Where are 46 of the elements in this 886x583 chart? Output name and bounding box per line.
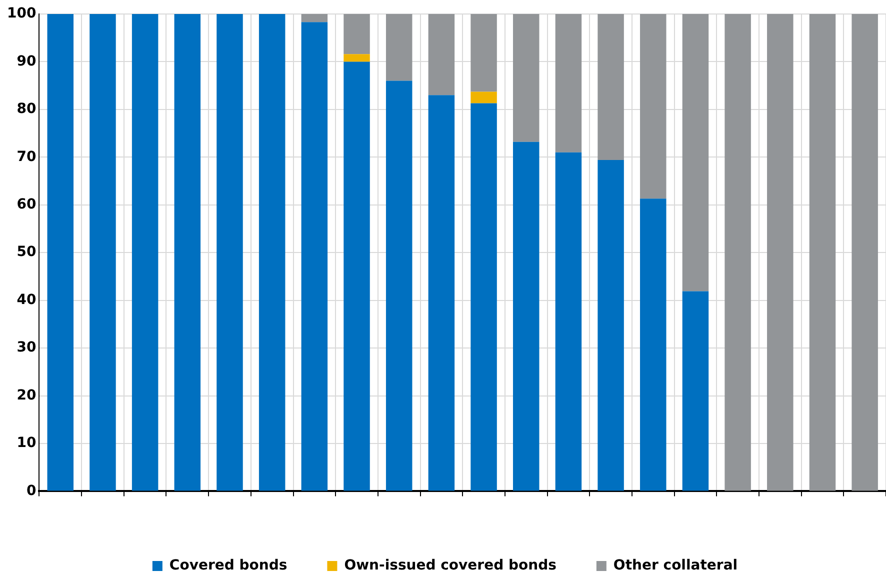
bar (344, 62, 370, 491)
bar (174, 14, 201, 491)
bar (470, 103, 497, 491)
legend-label: Other collateral (613, 558, 738, 574)
bar (512, 142, 540, 491)
bar (344, 54, 370, 62)
bar (216, 14, 243, 491)
legend-label: Covered bonds (169, 558, 288, 574)
bar (301, 22, 328, 491)
bar (470, 14, 497, 92)
y-tick-label: 100 (6, 6, 36, 22)
bar (301, 14, 328, 22)
bar (640, 14, 666, 199)
y-tick-label: 60 (16, 196, 36, 213)
bar (555, 14, 582, 152)
bar (428, 14, 455, 96)
bar (724, 14, 751, 491)
bar (344, 14, 370, 54)
bar (428, 95, 455, 491)
bar (682, 14, 709, 292)
y-tick-label: 40 (16, 292, 36, 308)
bar (809, 14, 836, 491)
bar (682, 291, 709, 491)
y-tick-label: 50 (16, 244, 36, 260)
bar (47, 14, 74, 491)
bar (852, 14, 878, 491)
y-tick-label: 30 (16, 340, 36, 356)
bar (470, 92, 497, 104)
bar (386, 14, 412, 81)
y-tick-label: 10 (16, 435, 36, 452)
bar (90, 14, 116, 491)
y-tick-label: 90 (16, 53, 36, 70)
bar (598, 160, 624, 491)
bar (386, 80, 412, 491)
y-tick-label: 80 (16, 101, 36, 118)
bar (258, 14, 286, 491)
y-tick-label: 20 (16, 387, 36, 404)
y-tick-label: 70 (16, 148, 36, 165)
y-tick-label: 0 (26, 482, 36, 499)
bar (132, 14, 158, 491)
bar (512, 14, 540, 142)
bar (598, 14, 624, 160)
legend-label: Own-issued covered bonds (344, 558, 556, 574)
bar (767, 14, 794, 491)
bar (640, 198, 666, 491)
bar (555, 152, 582, 491)
